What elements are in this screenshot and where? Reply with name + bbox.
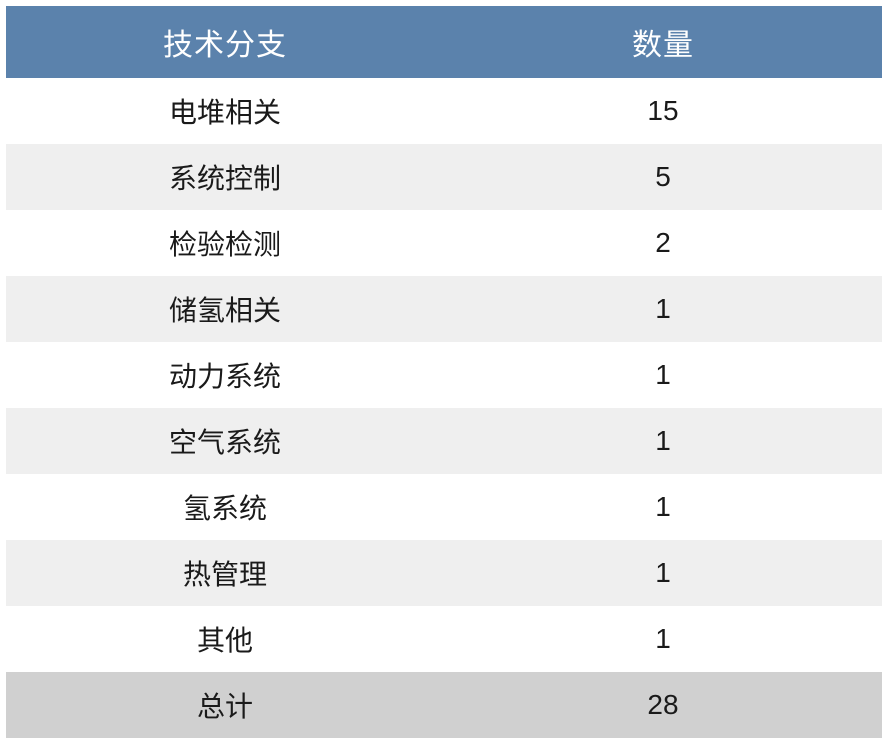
cell-total-label: 总计 xyxy=(6,672,444,738)
table-row: 热管理 1 xyxy=(6,540,882,606)
cell-category: 空气系统 xyxy=(6,408,444,474)
table-row: 氢系统 1 xyxy=(6,474,882,540)
cell-category: 热管理 xyxy=(6,540,444,606)
cell-category: 系统控制 xyxy=(6,144,444,210)
cell-value: 5 xyxy=(444,144,882,210)
cell-value: 1 xyxy=(444,474,882,540)
table-row: 其他 1 xyxy=(6,606,882,672)
cell-value: 1 xyxy=(444,540,882,606)
cell-value: 1 xyxy=(444,276,882,342)
table-row: 系统控制 5 xyxy=(6,144,882,210)
table-total-row: 总计 28 xyxy=(6,672,882,738)
cell-category: 检验检测 xyxy=(6,210,444,276)
col-header-category: 技术分支 xyxy=(6,6,444,78)
cell-total-value: 28 xyxy=(444,672,882,738)
table-row: 空气系统 1 xyxy=(6,408,882,474)
cell-value: 1 xyxy=(444,408,882,474)
cell-category: 动力系统 xyxy=(6,342,444,408)
table-row: 检验检测 2 xyxy=(6,210,882,276)
table-row: 动力系统 1 xyxy=(6,342,882,408)
data-table: 技术分支 数量 电堆相关 15 系统控制 5 检验检测 2 储氢相关 1 动力系… xyxy=(6,6,882,738)
cell-category: 氢系统 xyxy=(6,474,444,540)
cell-value: 15 xyxy=(444,78,882,144)
cell-value: 1 xyxy=(444,342,882,408)
table-header-row: 技术分支 数量 xyxy=(6,6,882,78)
cell-value: 2 xyxy=(444,210,882,276)
cell-value: 1 xyxy=(444,606,882,672)
cell-category: 储氢相关 xyxy=(6,276,444,342)
col-header-count: 数量 xyxy=(444,6,882,78)
cell-category: 电堆相关 xyxy=(6,78,444,144)
cell-category: 其他 xyxy=(6,606,444,672)
table-row: 电堆相关 15 xyxy=(6,78,882,144)
table-row: 储氢相关 1 xyxy=(6,276,882,342)
